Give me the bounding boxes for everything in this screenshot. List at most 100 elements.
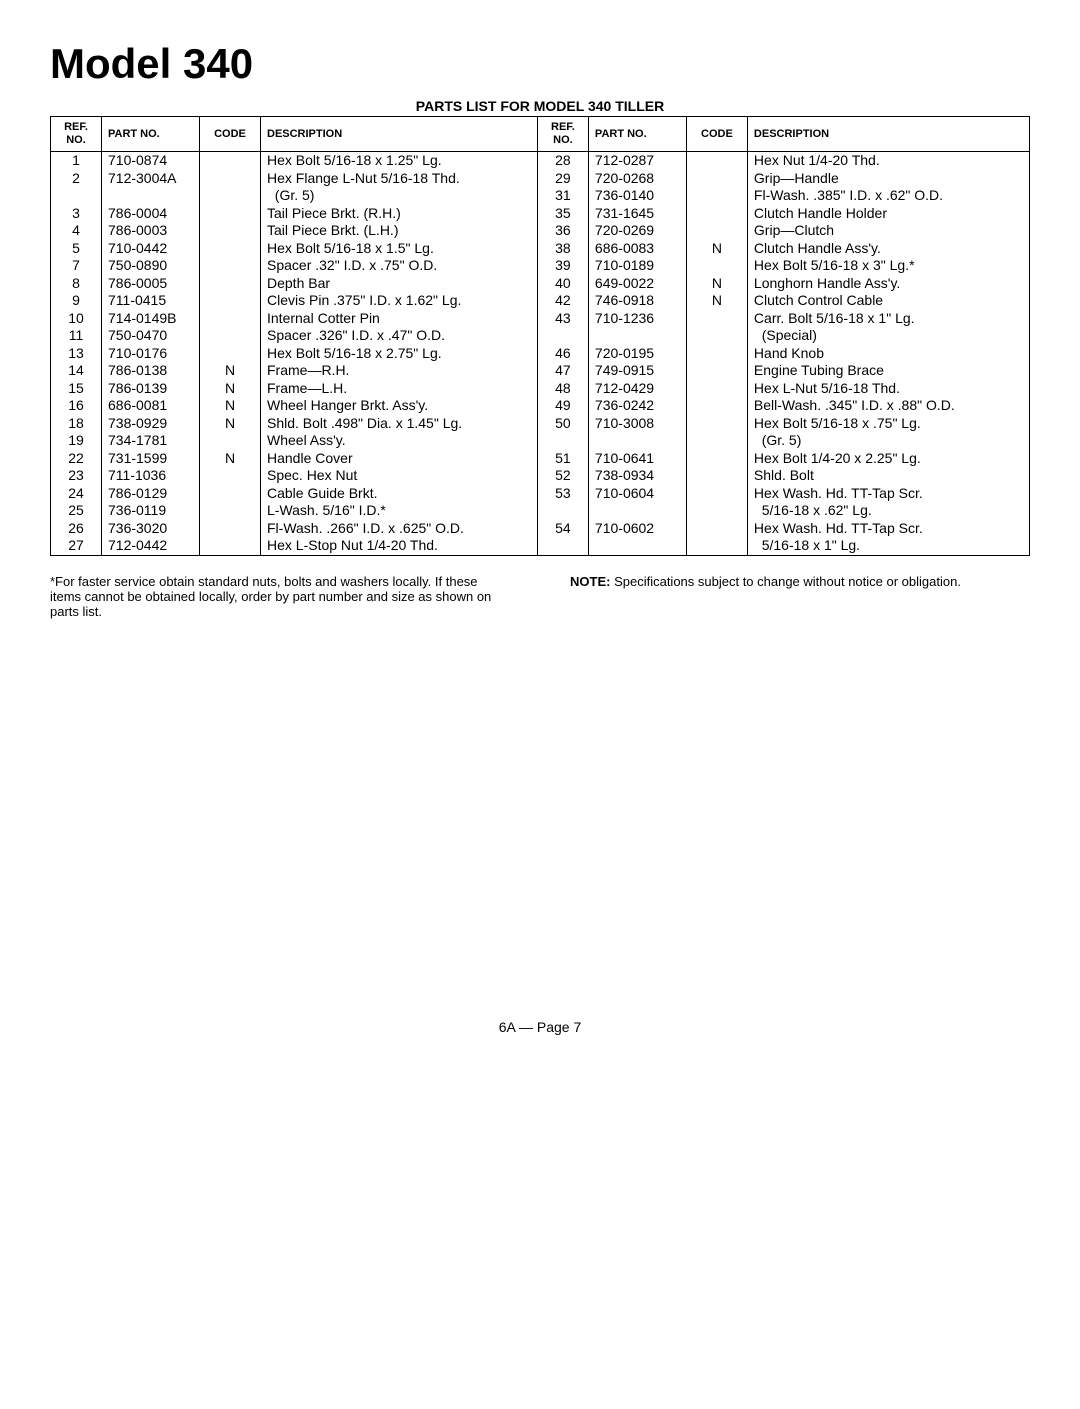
cell-desc: Hex Bolt 5/16-18 x 2.75" Lg. (261, 345, 538, 363)
cell-desc: Hex L-Nut 5/16-18 Thd. (747, 380, 1029, 398)
cell-ref: 40 (537, 275, 588, 293)
cell-desc: Hex Wash. Hd. TT-Tap Scr. (747, 520, 1029, 538)
cell-part (588, 327, 686, 345)
table-row: 2712-3004AHex Flange L-Nut 5/16-18 Thd.2… (51, 170, 1030, 188)
cell-code (686, 450, 747, 468)
table-row: 13710-0176 Hex Bolt 5/16-18 x 2.75" Lg.46… (51, 345, 1030, 363)
cell-ref (537, 537, 588, 555)
cell-part: 711-1036 (102, 467, 200, 485)
cell-part: 786-0003 (102, 222, 200, 240)
cell-part (588, 502, 686, 520)
table-subtitle: PARTS LIST FOR MODEL 340 TILLER (50, 98, 1030, 114)
cell-desc: Hex Bolt 5/16-18 x .75" Lg. (747, 415, 1029, 433)
cell-ref (537, 502, 588, 520)
cell-part: 720-0269 (588, 222, 686, 240)
cell-ref: 36 (537, 222, 588, 240)
footnote-right-text: Specifications subject to change without… (610, 574, 961, 589)
cell-code (686, 257, 747, 275)
cell-ref: 13 (51, 345, 102, 363)
cell-code (200, 152, 261, 170)
footnote-right-bold: NOTE: (570, 574, 610, 589)
table-row: 4786-0003Tail Piece Brkt. (L.H.)36720-02… (51, 222, 1030, 240)
cell-part: 736-3020 (102, 520, 200, 538)
header-ref-left: REF. NO. (51, 117, 102, 152)
cell-part: 649-0022 (588, 275, 686, 293)
cell-code: N (200, 415, 261, 433)
cell-code: N (686, 292, 747, 310)
cell-ref: 48 (537, 380, 588, 398)
cell-code (200, 502, 261, 520)
cell-desc: Tail Piece Brkt. (R.H.) (261, 205, 538, 223)
table-row: 7750-0890Spacer .32" I.D. x .75" O.D.397… (51, 257, 1030, 275)
cell-part: 731-1599 (102, 450, 200, 468)
table-row: 16686-0081NWheel Hanger Brkt. Ass'y.4973… (51, 397, 1030, 415)
table-row: 25736-0119L-Wash. 5/16" I.D.* 5/16-18 x … (51, 502, 1030, 520)
cell-ref: 53 (537, 485, 588, 503)
cell-ref: 1 (51, 152, 102, 170)
footnote-right: NOTE: Specifications subject to change w… (570, 574, 1030, 619)
cell-desc: (Gr. 5) (261, 187, 538, 205)
cell-ref: 35 (537, 205, 588, 223)
cell-part: 750-0470 (102, 327, 200, 345)
cell-code (200, 170, 261, 188)
cell-desc: (Special) (747, 327, 1029, 345)
cell-ref: 14 (51, 362, 102, 380)
header-part-left: PART NO. (102, 117, 200, 152)
cell-ref: 27 (51, 537, 102, 555)
cell-desc: Shld. Bolt (747, 467, 1029, 485)
header-code-right: CODE (686, 117, 747, 152)
cell-part: 686-0083 (588, 240, 686, 258)
cell-desc: 5/16-18 x 1" Lg. (747, 537, 1029, 555)
cell-part: 750-0890 (102, 257, 200, 275)
cell-code (686, 327, 747, 345)
cell-code (686, 205, 747, 223)
cell-ref: 16 (51, 397, 102, 415)
cell-desc: Depth Bar (261, 275, 538, 293)
cell-part: 736-0119 (102, 502, 200, 520)
cell-part: 711-0415 (102, 292, 200, 310)
cell-part: 712-0429 (588, 380, 686, 398)
cell-desc: Fl-Wash. .266" I.D. x .625" O.D. (261, 520, 538, 538)
cell-desc: Grip—Clutch (747, 222, 1029, 240)
cell-desc: Cable Guide Brkt. (261, 485, 538, 503)
cell-part (102, 187, 200, 205)
header-code-left: CODE (200, 117, 261, 152)
cell-part: 746-0918 (588, 292, 686, 310)
footnote-left: *For faster service obtain standard nuts… (50, 574, 510, 619)
table-row: 9711-0415Clevis Pin .375" I.D. x 1.62" L… (51, 292, 1030, 310)
cell-part: 738-0934 (588, 467, 686, 485)
cell-code (686, 415, 747, 433)
cell-desc: Hex Bolt 5/16-18 x 1.25" Lg. (261, 152, 538, 170)
cell-code (686, 502, 747, 520)
cell-part: 736-0140 (588, 187, 686, 205)
cell-ref: 25 (51, 502, 102, 520)
cell-desc: Hex Bolt 1/4-20 x 2.25" Lg. (747, 450, 1029, 468)
cell-desc: Wheel Hanger Brkt. Ass'y. (261, 397, 538, 415)
cell-ref: 51 (537, 450, 588, 468)
cell-ref: 9 (51, 292, 102, 310)
cell-ref: 8 (51, 275, 102, 293)
cell-ref: 46 (537, 345, 588, 363)
table-row: 11750-0470Spacer .326" I.D. x .47" O.D. … (51, 327, 1030, 345)
cell-ref: 31 (537, 187, 588, 205)
cell-desc: Spacer .326" I.D. x .47" O.D. (261, 327, 538, 345)
cell-code (686, 310, 747, 328)
cell-part: 710-0176 (102, 345, 200, 363)
cell-ref: 22 (51, 450, 102, 468)
cell-desc: Frame—R.H. (261, 362, 538, 380)
cell-code: N (200, 380, 261, 398)
cell-ref: 19 (51, 432, 102, 450)
cell-ref: 39 (537, 257, 588, 275)
cell-ref (537, 432, 588, 450)
cell-ref: 43 (537, 310, 588, 328)
cell-code: N (686, 240, 747, 258)
page-title: Model 340 (50, 40, 1030, 88)
cell-code: N (686, 275, 747, 293)
cell-desc: Grip—Handle (747, 170, 1029, 188)
table-row: 15786-0139NFrame—L.H.48712-0429Hex L-Nut… (51, 380, 1030, 398)
cell-desc: Hex Wash. Hd. TT-Tap Scr. (747, 485, 1029, 503)
cell-code (686, 485, 747, 503)
cell-part: 786-0129 (102, 485, 200, 503)
cell-desc: Longhorn Handle Ass'y. (747, 275, 1029, 293)
cell-desc: Handle Cover (261, 450, 538, 468)
